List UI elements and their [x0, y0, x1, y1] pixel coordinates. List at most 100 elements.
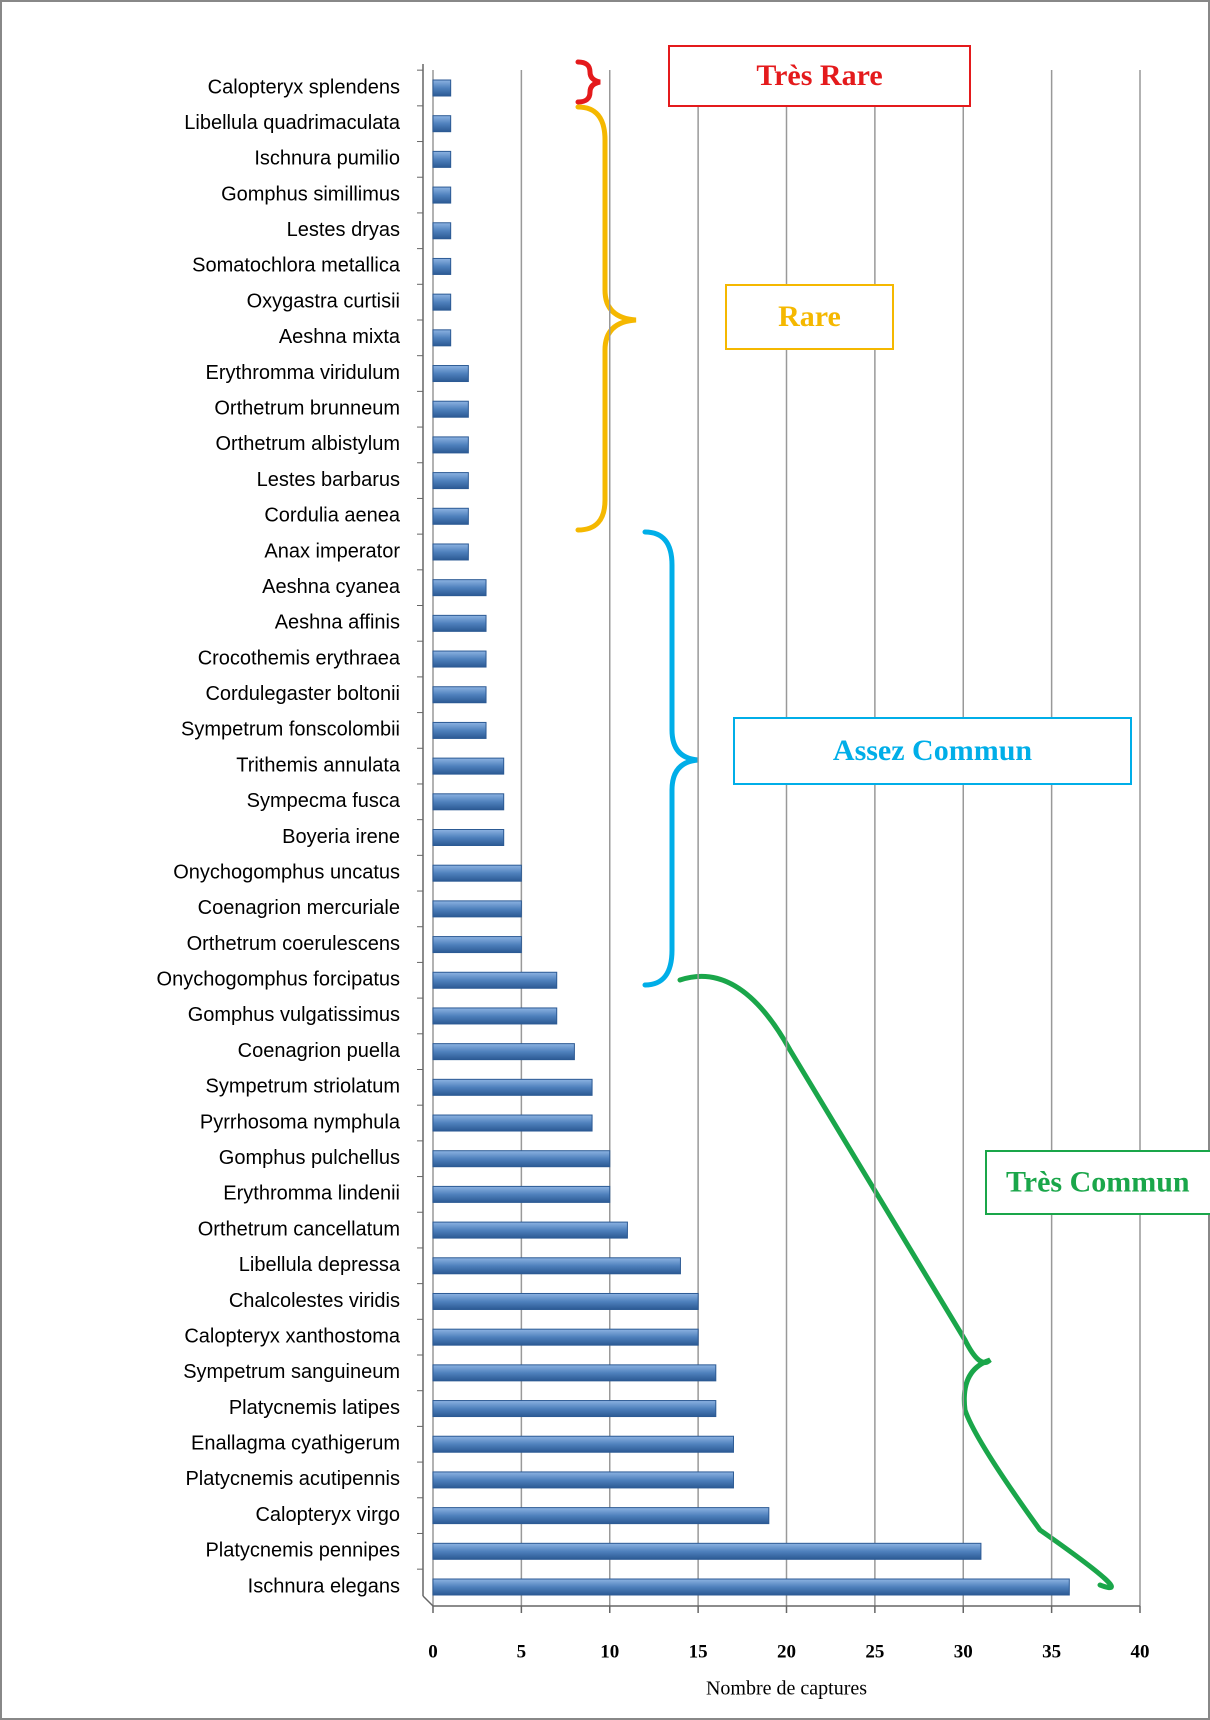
- braces: [575, 59, 1114, 1591]
- bar: [432, 1257, 681, 1275]
- bar: [432, 829, 505, 846]
- y-tick-label: Sympecma fusca: [247, 790, 401, 812]
- annotation: Rare: [778, 300, 841, 333]
- bar: [432, 365, 469, 383]
- y-tick-label: Oxygastra curtisii: [247, 290, 400, 312]
- y-tick-label: Erythromma lindenii: [223, 1183, 400, 1205]
- y-tick-label: Chalcolestes viridis: [229, 1290, 400, 1312]
- bar: [432, 472, 469, 490]
- y-tick-label: Coenagrion puella: [238, 1040, 401, 1062]
- bar: [432, 1400, 717, 1418]
- y-tick-label: Libellula depressa: [239, 1254, 401, 1276]
- y-tick-label: Aeshna cyanea: [262, 576, 401, 598]
- y-tick-label: Enallagma cyathigerum: [191, 1433, 400, 1455]
- bar: [432, 971, 558, 989]
- x-tick-label: 40: [1131, 1641, 1150, 1662]
- bar: [432, 543, 469, 561]
- y-tick-label: Calopteryx splendens: [208, 76, 400, 98]
- y-axis-depth: [422, 1595, 434, 1607]
- annotation-box: [668, 45, 971, 107]
- y-tick-label: Boyeria irene: [282, 826, 400, 848]
- x-tick-label: 0: [428, 1641, 438, 1662]
- y-tick-label: Orthetrum albistylum: [216, 433, 401, 455]
- y-tick-label: Platycnemis pennipes: [205, 1540, 400, 1562]
- y-tick-label: Platycnemis acutipennis: [185, 1468, 400, 1490]
- y-tick-label: Crocothemis erythraea: [198, 647, 401, 669]
- y-tick-label: Gomphus simillimus: [221, 183, 400, 205]
- bar: [432, 1578, 1070, 1596]
- bar: [432, 686, 487, 704]
- x-tick-label: 35: [1042, 1641, 1061, 1662]
- y-tick-label: Lestes barbarus: [257, 469, 400, 491]
- bar: [432, 293, 452, 311]
- y-tick-label: Cordulia aenea: [264, 505, 401, 527]
- bar: [432, 400, 469, 418]
- y-tick-label: Libellula quadrimaculata: [184, 112, 401, 134]
- y-tick-label: Ischnura elegans: [248, 1575, 400, 1597]
- y-tick-label: Lestes dryas: [287, 219, 400, 241]
- bar: [432, 721, 487, 739]
- bar: [432, 614, 487, 632]
- y-tick-label: Cordulegaster boltonii: [205, 683, 400, 705]
- bar: [432, 1150, 611, 1168]
- bar: [432, 579, 487, 597]
- x-tick-label: 20: [777, 1641, 796, 1662]
- y-tick-label: Orthetrum cancellatum: [198, 1218, 400, 1240]
- y-tick-label: Orthetrum coerulescens: [187, 933, 400, 955]
- y-tick-label: Somatochlora metallica: [192, 255, 401, 277]
- bar: [432, 436, 469, 454]
- bar: [432, 650, 487, 668]
- bar: [432, 1364, 717, 1382]
- x-tick-label: 5: [517, 1641, 527, 1662]
- bar: [432, 1328, 699, 1346]
- brace-rare: [575, 104, 637, 533]
- annotation-box: [725, 284, 894, 350]
- brace-tres-rare: [575, 59, 601, 105]
- y-tick-label: Platycnemis latipes: [229, 1397, 400, 1419]
- y-tick-label: Calopteryx virgo: [255, 1504, 400, 1526]
- y-tick-label: Calopteryx xanthostoma: [184, 1325, 401, 1347]
- bar: [432, 1007, 558, 1025]
- annotation: Assez Commun: [833, 734, 1032, 767]
- bar: [432, 186, 452, 204]
- y-tick-label: Anax imperator: [264, 540, 400, 562]
- annotation: Très Commun: [1006, 1165, 1190, 1198]
- bar: [432, 1114, 593, 1132]
- y-tick-label: Coenagrion mercuriale: [198, 897, 400, 919]
- bar: [432, 864, 522, 882]
- y-tick-label: Aeshna affinis: [275, 612, 400, 634]
- bar: [432, 507, 469, 525]
- y-tick-label: Aeshna mixta: [279, 326, 401, 348]
- x-tick-label: 30: [954, 1641, 973, 1662]
- x-tick-label: 15: [689, 1641, 708, 1662]
- y-tick-label: Gomphus vulgatissimus: [188, 1004, 400, 1026]
- bar: [432, 1292, 699, 1310]
- y-tick-label: Erythromma viridulum: [206, 362, 400, 384]
- bar: [432, 79, 452, 97]
- annotation-box: [985, 1150, 1210, 1215]
- bar: [432, 150, 452, 168]
- bar: [432, 1471, 734, 1489]
- y-tick-label: Sympetrum fonscolombii: [181, 719, 400, 741]
- annotations: Très Rare Rare Assez Commun Très Commun: [668, 45, 1210, 1215]
- bar: [432, 900, 522, 918]
- bar: [432, 1435, 734, 1453]
- bar: [432, 757, 505, 775]
- annotation-box: [733, 717, 1132, 785]
- x-tick-label: 25: [865, 1641, 884, 1662]
- x-axis-label: Nombre de captures: [706, 1678, 867, 1700]
- bar: [432, 1542, 982, 1560]
- y-tick-label: Trithemis annulata: [236, 754, 401, 776]
- annotation: Très Rare: [756, 59, 882, 92]
- brace-tres-commun: [677, 973, 1114, 1591]
- x-tick-label: 10: [600, 1641, 619, 1662]
- bar: [432, 222, 452, 240]
- y-tick-label: Ischnura pumilio: [254, 148, 400, 170]
- y-tick-label: Sympetrum sanguineum: [183, 1361, 400, 1383]
- y-tick-label: Gomphus pulchellus: [219, 1147, 400, 1169]
- y-tick-label: Orthetrum brunneum: [214, 397, 400, 419]
- bar: [432, 1507, 770, 1525]
- bar: [432, 1043, 575, 1061]
